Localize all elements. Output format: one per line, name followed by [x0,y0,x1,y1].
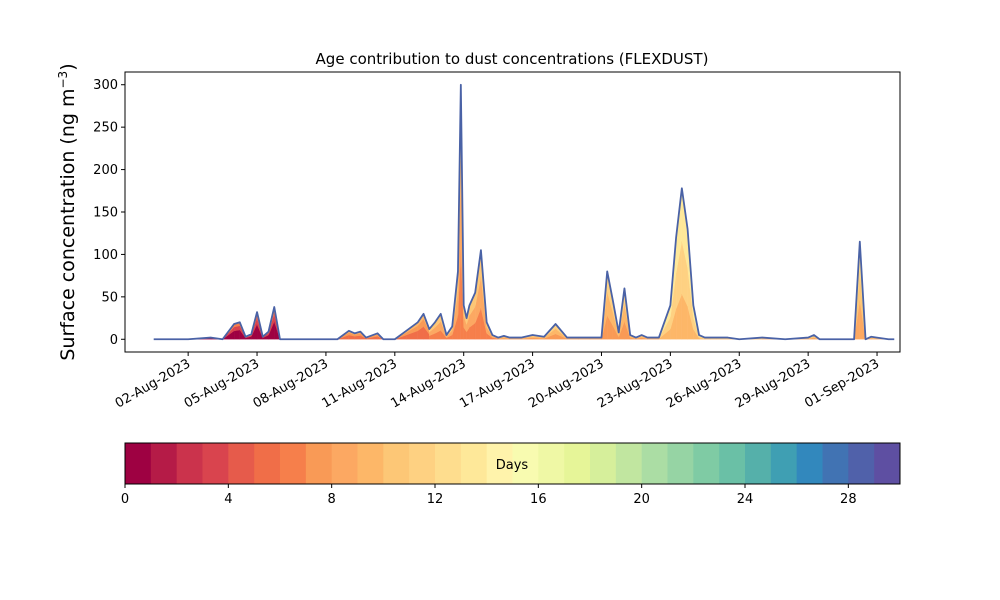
y-tick-label: 0 [110,333,118,348]
y-tick-label: 50 [101,290,118,305]
y-axis-label-main: Surface concentration (ng m [57,89,79,361]
colorbar-bin [848,443,875,484]
colorbar-tick-label: 4 [224,492,232,507]
y-axis-label-unit-superscript: −3 [56,71,70,89]
series-line-total [153,83,895,341]
colorbar-bin [435,443,462,484]
y-tick-label: 300 [93,78,118,93]
colorbar-bin [719,443,746,484]
x-tick-label: 02-Aug-2023 [113,356,193,411]
colorbar-bin [641,443,668,484]
colorbar-tick-label: 0 [121,492,129,507]
colorbar-bin [822,443,849,484]
y-axis-label: Surface concentration (ng m−3) [56,63,79,360]
colorbar-bin [770,443,798,484]
total-line-layer [153,83,895,341]
x-tick-label: 05-Aug-2023 [182,356,262,411]
y-axis-ticks: 0 50 100 150 200 250 300 [93,78,125,348]
colorbar-bin [383,443,410,484]
colorbar-tick-label: 24 [737,492,754,507]
colorbar-tick-label: 12 [427,492,444,507]
colorbar-bin [796,443,823,484]
y-tick-label: 250 [93,121,118,136]
colorbar-frame [124,442,901,485]
x-tick-label: 26-Aug-2023 [664,356,744,411]
x-tick-label: 29-Aug-2023 [733,356,813,411]
colorbar-bin [150,443,178,484]
colorbar-bin [305,443,333,484]
x-tick-label: 17-Aug-2023 [457,356,537,411]
y-tick-label: 150 [93,206,118,221]
colorbar-bin [254,443,281,484]
x-tick-label: 23-Aug-2023 [595,356,675,411]
colorbar-bin [409,443,436,484]
colorbar-bin [486,443,513,484]
colorbar-tick-label: 20 [633,492,650,507]
chart-title: Age contribution to dust concentrations … [316,50,709,68]
colorbar-bin [693,443,720,484]
svg-text:Surface concentration (ng m−3): Surface concentration (ng m−3) [56,63,79,360]
colorbar-tick-label: 28 [840,492,857,507]
x-tick-label: 01-Sep-2023 [802,356,882,411]
colorbar-bin [667,443,694,484]
colorbar-bin [538,443,565,484]
age-area-segment [233,329,240,340]
colorbar-bin [176,443,203,484]
colorbar-bin [202,443,229,484]
colorbar-bin [564,443,591,484]
colorbar-bin [280,443,307,484]
colorbar [124,442,901,485]
colorbar-bin [512,443,539,484]
colorbar-bin [331,443,358,484]
y-axis-label-close: ) [57,63,79,70]
x-tick-label: 11-Aug-2023 [319,356,399,411]
colorbar-bin [615,443,643,484]
colorbar-bin [745,443,772,484]
colorbar-bin [460,443,488,484]
x-tick-label: 08-Aug-2023 [251,356,331,411]
colorbar-ticks: 0 4 8 12 16 20 24 28 [121,484,857,507]
y-tick-label: 200 [93,163,118,178]
x-tick-label: 20-Aug-2023 [526,356,606,411]
colorbar-bin [125,443,152,484]
colorbar-tick-label: 8 [328,492,336,507]
colorbar-label: Days [496,458,529,473]
colorbar-bin [874,443,901,484]
plot-frame [124,71,901,353]
colorbar-bin [228,443,255,484]
colorbar-bin [357,443,384,484]
x-tick-label: 14-Aug-2023 [388,356,468,411]
age-stacked-areas [188,84,889,340]
colorbar-tick-label: 16 [530,492,547,507]
x-axis-ticks: 02-Aug-202305-Aug-202308-Aug-202311-Aug-… [113,352,882,412]
colorbar-bin [590,443,617,484]
y-tick-label: 100 [93,248,118,263]
